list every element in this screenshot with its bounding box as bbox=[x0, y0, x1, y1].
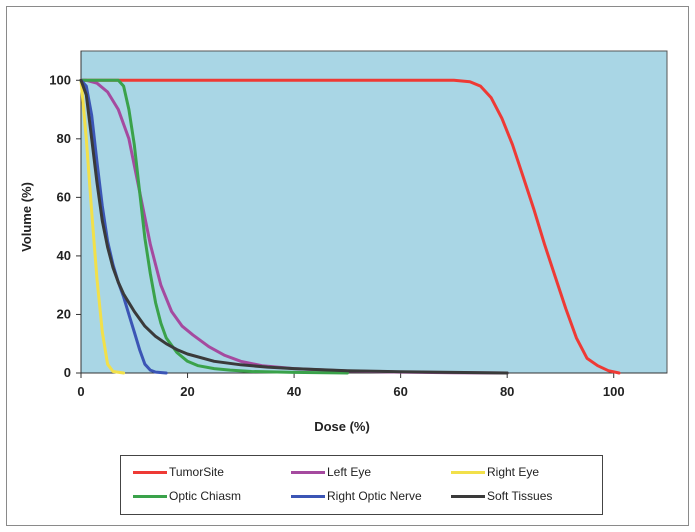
legend-item-soft-tissues: Soft Tissues bbox=[451, 489, 552, 503]
legend-item-right-optic-nerve: Right Optic Nerve bbox=[291, 489, 422, 503]
series-line-optic-chiasm bbox=[79, 78, 349, 375]
x-axis-title: Dose (%) bbox=[314, 419, 370, 434]
legend-item-tumorsite: TumorSite bbox=[133, 465, 224, 479]
chart-frame: 0 20 40 60 80 100 0 20 40 60 80 100 Dose (%) Volume… bbox=[6, 6, 689, 526]
legend-label: Optic Chiasm bbox=[169, 489, 242, 503]
legend-swatch bbox=[133, 470, 167, 474]
legend-label: TumorSite bbox=[169, 465, 224, 479]
legend-swatch bbox=[291, 470, 325, 474]
legend-item-optic-chiasm: Optic Chiasm bbox=[133, 489, 241, 503]
y-axis-title: Volume (%) bbox=[19, 182, 34, 252]
legend-swatch bbox=[133, 494, 167, 498]
legend-label: Right Optic Nerve bbox=[327, 489, 422, 503]
x-tick-label: 80 bbox=[500, 384, 514, 399]
x-tick-label: 100 bbox=[603, 384, 625, 399]
legend-label: Right Eye bbox=[487, 465, 540, 479]
legend-item-right-eye: Right Eye bbox=[451, 465, 539, 479]
y-tick-label: 60 bbox=[57, 189, 71, 204]
x-tick-label: 60 bbox=[393, 384, 407, 399]
y-tick-label: 0 bbox=[64, 365, 71, 380]
legend-item-left-eye: Left Eye bbox=[291, 465, 371, 479]
plot-area bbox=[80, 50, 668, 374]
y-tick-label: 40 bbox=[57, 248, 71, 263]
x-tick-label: 40 bbox=[287, 384, 301, 399]
x-tick-label: 0 bbox=[77, 384, 84, 399]
chart-svg: 0 20 40 60 80 100 0 20 40 60 80 100 Dose (%) Volume… bbox=[19, 50, 668, 434]
x-tick-label: 20 bbox=[180, 384, 194, 399]
series-line-right-eye bbox=[79, 78, 126, 375]
legend-label: Soft Tissues bbox=[487, 489, 553, 503]
legend: TumorSite Left Eye Right Eye Optic Chiasm Ri… bbox=[120, 455, 603, 515]
legend-label: Left Eye bbox=[327, 465, 372, 479]
y-tick-label: 20 bbox=[57, 306, 71, 321]
series-line-tumorsite bbox=[79, 78, 621, 375]
legend-swatch bbox=[451, 494, 485, 498]
y-tick-label: 80 bbox=[57, 131, 71, 146]
legend-swatch bbox=[291, 494, 325, 498]
series-line-soft-tissues bbox=[79, 78, 509, 375]
y-tick-label: 100 bbox=[49, 72, 71, 87]
legend-swatch bbox=[451, 470, 485, 474]
